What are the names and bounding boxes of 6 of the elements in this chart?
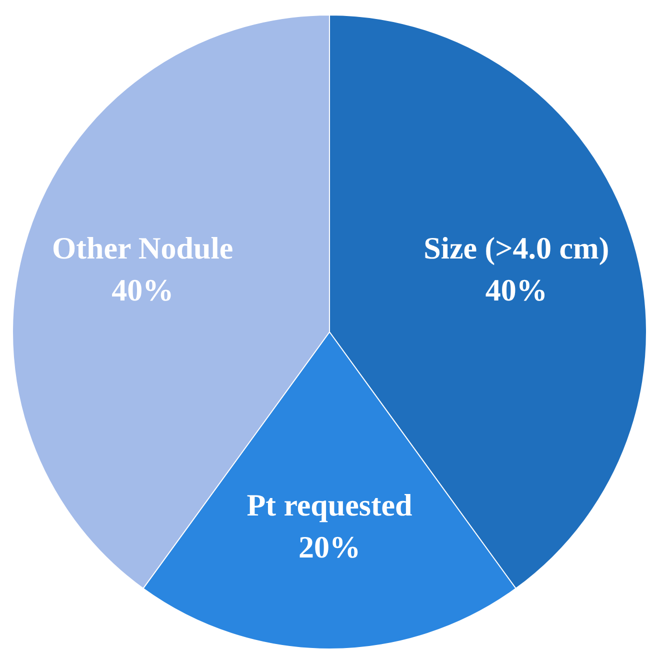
slice-label: Size (>4.0 cm) [424, 230, 610, 266]
data-label: 40% [112, 272, 174, 308]
slice-label: Other Nodule [52, 230, 234, 266]
data-label: 40% [485, 272, 548, 308]
slice-label: Pt requested [246, 488, 412, 523]
data-label: 20% [298, 530, 360, 565]
